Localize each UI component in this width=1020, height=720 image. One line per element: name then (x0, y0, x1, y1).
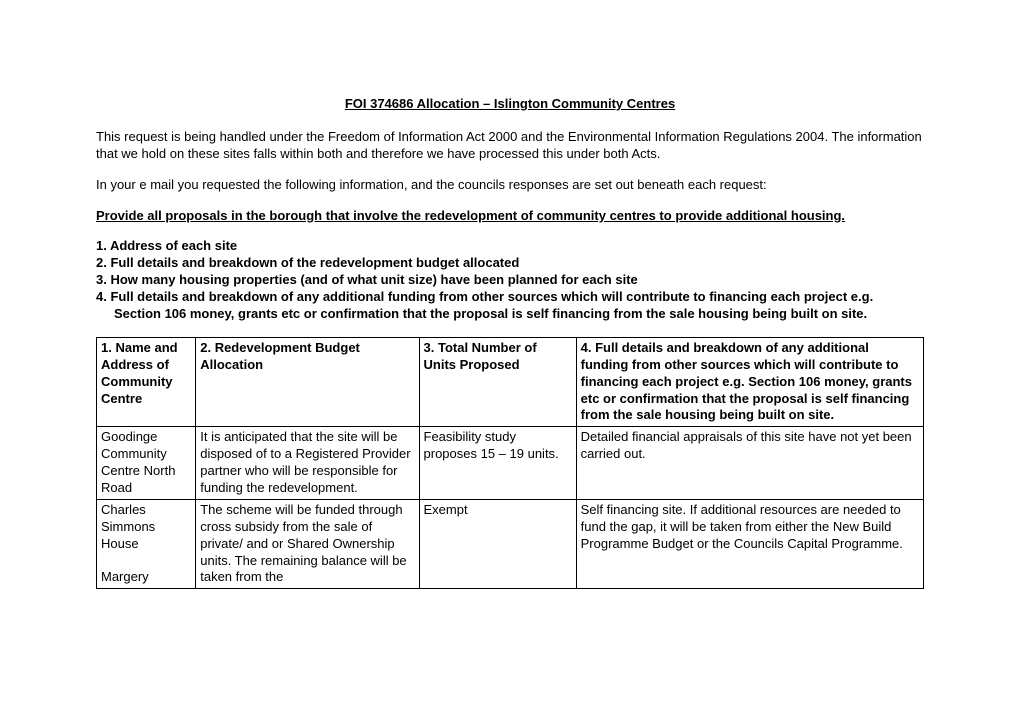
col-header-funding: 4. Full details and breakdown of any add… (576, 337, 923, 426)
cell-units: Exempt (419, 499, 576, 588)
intro-paragraph-1: This request is being handled under the … (96, 129, 924, 163)
table-row: Goodinge Community Centre North Road It … (97, 427, 924, 500)
col-header-name-address: 1. Name and Address of Community Centre (97, 337, 196, 426)
cell-name-address: Goodinge Community Centre North Road (97, 427, 196, 500)
list-item: 4. Full details and breakdown of any add… (96, 289, 924, 306)
cell-budget: It is anticipated that the site will be … (196, 427, 419, 500)
intro-paragraph-2: In your e mail you requested the followi… (96, 177, 924, 194)
list-item: 2. Full details and breakdown of the red… (96, 255, 924, 272)
numbered-request-list: 1. Address of each site 2. Full details … (96, 238, 924, 322)
cell-name-address: Charles Simmons House Margery (97, 499, 196, 588)
document-title: FOI 374686 Allocation – Islington Commun… (96, 96, 924, 113)
cell-funding: Detailed financial appraisals of this si… (576, 427, 923, 500)
cell-units: Feasibility study proposes 15 – 19 units… (419, 427, 576, 500)
table-header-row: 1. Name and Address of Community Centre … (97, 337, 924, 426)
request-heading: Provide all proposals in the borough tha… (96, 208, 924, 225)
col-header-units: 3. Total Number of Units Proposed (419, 337, 576, 426)
list-item: 3. How many housing properties (and of w… (96, 272, 924, 289)
proposals-table: 1. Name and Address of Community Centre … (96, 337, 924, 589)
list-item-continuation: Section 106 money, grants etc or confirm… (96, 306, 924, 323)
cell-budget: The scheme will be funded through cross … (196, 499, 419, 588)
col-header-budget: 2. Redevelopment Budget Allocation (196, 337, 419, 426)
cell-funding: Self financing site. If additional resou… (576, 499, 923, 588)
list-item: 1. Address of each site (96, 238, 924, 255)
table-row: Charles Simmons House Margery The scheme… (97, 499, 924, 588)
